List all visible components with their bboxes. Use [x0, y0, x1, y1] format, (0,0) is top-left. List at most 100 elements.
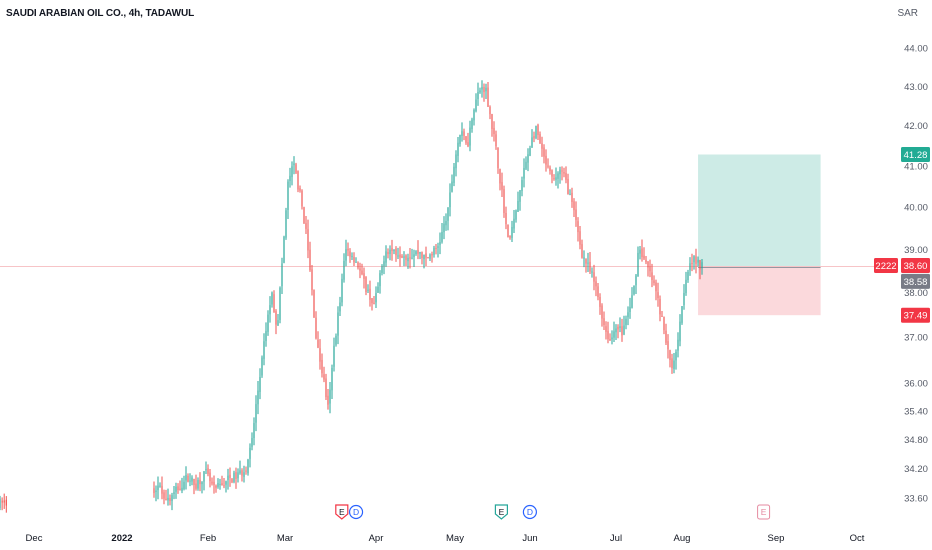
candle: [481, 80, 483, 98]
candle: [421, 251, 423, 265]
candle: [429, 253, 431, 262]
candle: [331, 364, 333, 400]
candle: [559, 166, 561, 184]
candle: [679, 314, 681, 347]
target-price-tag: 41.28: [901, 146, 930, 162]
candle: [399, 246, 401, 267]
candle: [537, 123, 539, 140]
candle: [313, 289, 315, 318]
earnings-marker[interactable]: E: [494, 504, 508, 520]
candle: [437, 242, 439, 258]
y-tick-label: 36.00: [904, 378, 928, 389]
candle: [209, 469, 211, 488]
candle: [191, 475, 193, 486]
candle: [167, 488, 169, 506]
candle: [671, 353, 673, 374]
candle: [651, 263, 653, 288]
candle: [339, 296, 341, 317]
candle: [563, 167, 565, 178]
candle: [199, 472, 201, 492]
symbol-price-tag: 2222: [874, 258, 898, 274]
earnings-marker[interactable]: E: [757, 504, 771, 520]
candle: [515, 209, 517, 223]
candle: [201, 481, 203, 494]
y-tick-label: 34.20: [904, 464, 928, 475]
x-tick-label: Aug: [674, 533, 691, 544]
candle: [509, 235, 511, 240]
candle: [345, 239, 347, 267]
candle: [579, 226, 581, 250]
candle: [435, 243, 437, 255]
svg-text:D: D: [527, 507, 533, 517]
currency-label: SAR: [897, 8, 918, 19]
candle: [415, 250, 417, 256]
candle: [317, 331, 319, 349]
candle: [513, 209, 515, 233]
candle: [391, 239, 393, 261]
candle: [299, 185, 301, 193]
candle: [253, 417, 255, 446]
candle: [245, 466, 247, 475]
dividend-marker[interactable]: D: [348, 504, 364, 520]
candle: [523, 158, 525, 188]
candle: [583, 250, 585, 268]
candle: [349, 248, 351, 263]
candle: [641, 239, 643, 262]
candle: [549, 165, 551, 175]
candle: [693, 255, 695, 270]
candle: [197, 477, 199, 491]
earnings-marker[interactable]: E: [335, 504, 349, 520]
candle: [577, 217, 579, 242]
candle: [457, 136, 459, 163]
last-price-tag: 38.60: [901, 258, 930, 274]
candle: [611, 330, 613, 345]
candle: [367, 284, 369, 294]
candle: [321, 353, 323, 378]
candle: [633, 285, 635, 296]
candle: [547, 158, 549, 169]
candle: [157, 476, 159, 500]
candle: [637, 246, 639, 277]
candle: [625, 315, 627, 330]
candle: [425, 246, 427, 266]
candle: [347, 242, 349, 257]
candle: [243, 465, 245, 483]
candle: [211, 477, 213, 486]
candle: [685, 271, 687, 296]
candle: [427, 256, 429, 259]
candle: [683, 284, 685, 310]
candle: [289, 167, 291, 188]
candle: [235, 467, 237, 489]
candle: [631, 287, 633, 309]
candle: [279, 286, 281, 324]
candle: [601, 303, 603, 327]
candle: [493, 121, 495, 142]
candle: [447, 207, 449, 231]
candle: [251, 432, 253, 451]
candle: [477, 82, 479, 106]
candle: [545, 149, 547, 172]
candle: [407, 253, 409, 269]
candle: [535, 125, 537, 140]
chart-title: SAUDI ARABIAN OIL CO., 4h, TADAWUL: [6, 8, 195, 19]
y-tick-label: 42.00: [904, 121, 928, 132]
candle: [553, 174, 555, 181]
candle: [395, 246, 397, 262]
candle: [629, 297, 631, 319]
y-tick-label: 43.00: [904, 82, 928, 93]
candle: [575, 201, 577, 227]
candle: [445, 213, 447, 231]
candle: [371, 297, 373, 311]
candle: [507, 224, 509, 238]
candle: [387, 248, 389, 259]
candle: [181, 477, 183, 494]
candle: [525, 156, 527, 170]
dividend-marker[interactable]: D: [522, 504, 538, 520]
candle: [439, 232, 441, 255]
y-tick-label: 40.00: [904, 203, 928, 214]
candle: [281, 257, 283, 294]
candle: [681, 306, 683, 325]
svg-text:2222: 2222: [875, 261, 896, 272]
candle: [205, 461, 207, 474]
